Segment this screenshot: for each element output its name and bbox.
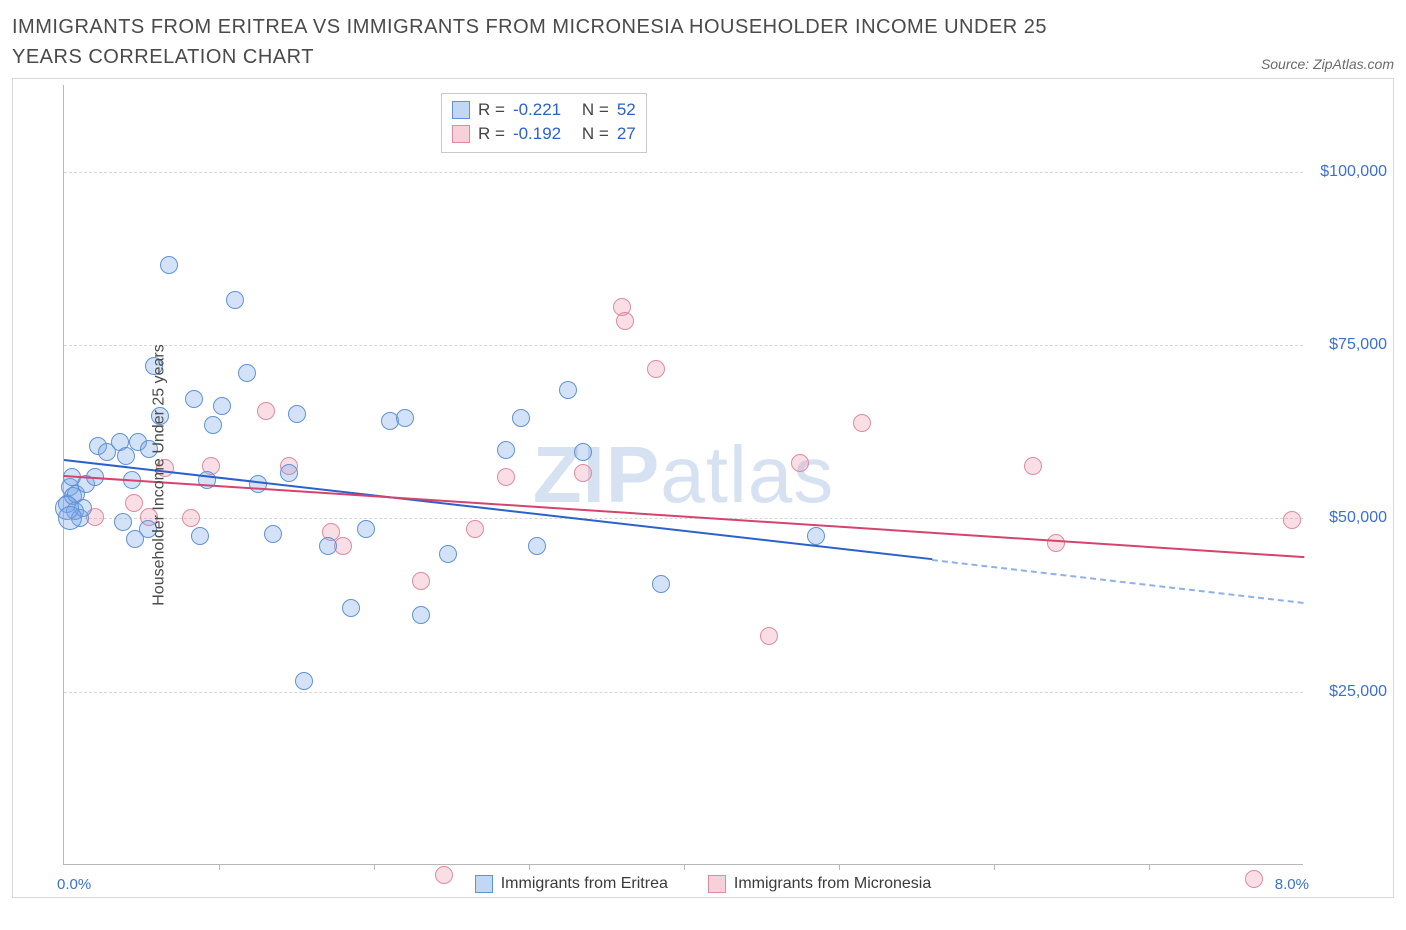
data-point	[439, 545, 457, 563]
data-point	[412, 572, 430, 590]
swatch-series2	[452, 125, 470, 143]
data-point	[574, 464, 592, 482]
swatch-series2	[708, 875, 726, 893]
legend-item: Immigrants from Eritrea	[475, 875, 668, 893]
data-point	[647, 360, 665, 378]
data-point	[559, 381, 577, 399]
data-point	[288, 405, 306, 423]
gridline	[64, 518, 1303, 519]
y-tick-label: $100,000	[1309, 163, 1387, 181]
data-point	[185, 390, 203, 408]
data-point	[853, 414, 871, 432]
data-point	[213, 397, 231, 415]
data-point	[264, 525, 282, 543]
data-point	[125, 494, 143, 512]
x-tick	[684, 864, 685, 870]
data-point	[191, 527, 209, 545]
legend-item: Immigrants from Micronesia	[708, 875, 931, 893]
y-tick-label: $50,000	[1309, 509, 1387, 527]
data-point	[760, 627, 778, 645]
trend-line	[64, 475, 1304, 558]
data-point	[528, 537, 546, 555]
data-point	[574, 443, 592, 461]
data-point	[226, 291, 244, 309]
legend-label: Immigrants from Micronesia	[734, 875, 931, 893]
data-point	[497, 441, 515, 459]
data-point	[280, 464, 298, 482]
data-point	[257, 402, 275, 420]
data-point	[652, 575, 670, 593]
data-point	[204, 416, 222, 434]
data-point	[334, 537, 352, 555]
gridline	[64, 692, 1303, 693]
data-point	[466, 520, 484, 538]
data-point	[319, 537, 337, 555]
source-label: Source: ZipAtlas.com	[1261, 56, 1394, 72]
data-point	[58, 506, 82, 530]
data-point	[791, 454, 809, 472]
x-tick	[1149, 864, 1150, 870]
plot-area: ZIPatlas	[63, 85, 1303, 865]
chart-title: IMMIGRANTS FROM ERITREA VS IMMIGRANTS FR…	[12, 12, 1112, 72]
data-point	[182, 509, 200, 527]
data-point	[295, 672, 313, 690]
x-tick	[839, 864, 840, 870]
stat-r-2: -0.192	[513, 122, 561, 146]
stat-r-1: -0.221	[513, 98, 561, 122]
bottom-legend: Immigrants from Eritrea Immigrants from …	[13, 875, 1393, 893]
stats-row: R = -0.221 N = 52	[452, 98, 636, 122]
data-point	[160, 256, 178, 274]
y-tick-label: $75,000	[1309, 336, 1387, 354]
y-axis-title: Householder Income Under 25 years	[151, 344, 169, 605]
y-tick-label: $25,000	[1309, 683, 1387, 701]
stat-n-2: 27	[617, 122, 636, 146]
data-point	[396, 409, 414, 427]
x-tick	[994, 864, 995, 870]
chart-container: ZIPatlas Householder Income Under 25 yea…	[12, 78, 1394, 898]
data-point	[1047, 534, 1065, 552]
gridline	[64, 172, 1303, 173]
data-point	[412, 606, 430, 624]
data-point	[114, 513, 132, 531]
stats-legend-box: R = -0.221 N = 52 R = -0.192 N = 27	[441, 93, 647, 153]
data-point	[117, 447, 135, 465]
x-tick	[529, 864, 530, 870]
stats-row: R = -0.192 N = 27	[452, 122, 636, 146]
x-tick	[219, 864, 220, 870]
legend-label: Immigrants from Eritrea	[501, 875, 668, 893]
swatch-series1	[475, 875, 493, 893]
data-point	[357, 520, 375, 538]
data-point	[238, 364, 256, 382]
data-point	[342, 599, 360, 617]
stat-n-1: 52	[617, 98, 636, 122]
x-tick	[374, 864, 375, 870]
data-point	[807, 527, 825, 545]
data-point	[616, 312, 634, 330]
data-point	[512, 409, 530, 427]
data-point	[497, 468, 515, 486]
gridline	[64, 345, 1303, 346]
data-point	[1283, 511, 1301, 529]
data-point	[1024, 457, 1042, 475]
swatch-series1	[452, 101, 470, 119]
trend-line	[932, 559, 1304, 604]
